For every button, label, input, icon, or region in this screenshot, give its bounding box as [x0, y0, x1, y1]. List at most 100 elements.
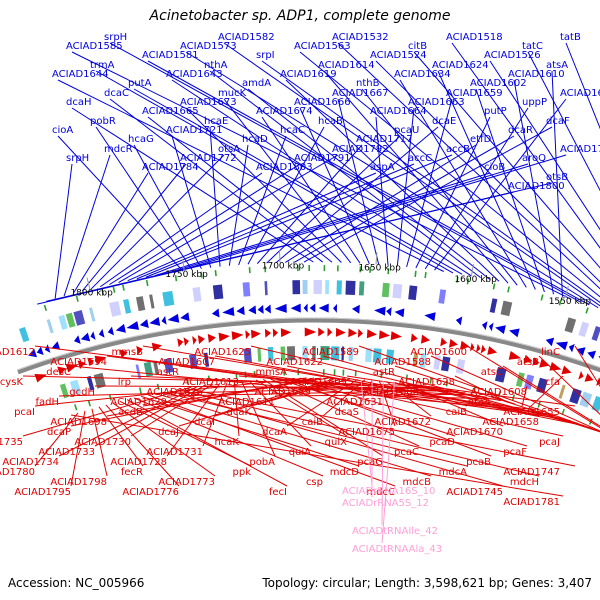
forward-gene-arrow	[248, 305, 257, 315]
label-connector	[173, 154, 567, 273]
forward-gene-label: ACIAD1674	[256, 106, 313, 117]
forward-gene-arrow	[73, 335, 81, 344]
label-connector	[502, 365, 600, 427]
reverse-gene-arrow	[578, 371, 584, 380]
reverse-marker	[445, 380, 449, 387]
forward-marker	[112, 286, 116, 293]
reverse-gene-arrow	[379, 330, 391, 340]
forward-gene-label: pobR	[90, 116, 116, 127]
reverse-gene-label: dcaJ	[158, 427, 179, 438]
reverse-gene-label: caiB	[446, 407, 467, 418]
reverse-gene-arrow	[34, 373, 48, 383]
forward-gene-arrow	[107, 326, 115, 336]
forward-cog-block	[242, 282, 251, 297]
reverse-cog-block	[433, 355, 441, 370]
reverse-gene-label: mdcC	[366, 487, 395, 498]
genome-backbone	[17, 317, 600, 375]
reverse-gene-label: ACIAD1731	[146, 447, 203, 458]
reverse-gene-label: ACIAD1622	[266, 357, 323, 368]
forward-gene-label: nthA	[204, 60, 228, 71]
label-connector	[72, 172, 149, 294]
reverse-gene-label: ACIAD1781	[503, 497, 560, 508]
label-connector	[22, 375, 423, 387]
forward-gene-arrow	[333, 303, 338, 313]
forward-gene-label: ACIAD1748	[560, 144, 600, 155]
reverse-cog-block	[419, 353, 427, 368]
reverse-gene-label: pcaB	[466, 457, 491, 468]
forward-gene-arrow	[115, 323, 126, 333]
forward-gene-label: ACIAD1619	[280, 69, 337, 80]
forward-gene-label: ACIAD1563	[294, 41, 351, 52]
reverse-gene-arrow	[87, 357, 94, 367]
forward-gene-label: srpI	[256, 50, 275, 61]
forward-gene-label: putA	[128, 78, 152, 89]
reverse-gene-arrow	[245, 330, 251, 340]
rna-gene-label: ACIADrRNA16S_10	[342, 486, 435, 497]
label-connector	[98, 406, 144, 467]
reverse-gene-arrow	[280, 328, 292, 338]
label-connector	[57, 135, 184, 272]
label-connector	[361, 88, 518, 286]
forward-cog-block	[46, 319, 54, 334]
forward-cog-block	[162, 290, 175, 307]
label-connector	[247, 88, 491, 280]
forward-gene-label: hcaG	[128, 134, 154, 145]
reverse-gene-label: fecR	[121, 467, 143, 478]
reverse-gene-arrow	[366, 329, 377, 339]
label-connector	[266, 135, 401, 264]
forward-cog-block	[578, 321, 590, 338]
reverse-gene-label: mdcA	[439, 467, 468, 478]
forward-gene-label: ACIAD1673	[180, 97, 237, 108]
reverse-gene-label: linC	[541, 347, 560, 358]
reverse-marker	[405, 374, 408, 381]
forward-gene-arrow	[309, 303, 316, 313]
forward-cog-block	[89, 307, 96, 322]
label-connector	[241, 380, 276, 457]
forward-gene-label: ACIAD1659	[446, 88, 503, 99]
forward-cog-block	[564, 317, 577, 334]
forward-gene-arrow	[495, 325, 506, 334]
reverse-gene-label: ACIAD1733	[38, 447, 95, 458]
forward-gene-arrow	[126, 321, 140, 330]
reverse-gene-label: hcaK	[214, 437, 239, 448]
label-connector	[90, 154, 225, 290]
forward-gene-label: accB	[446, 144, 470, 155]
forward-gene-label: putP	[484, 106, 507, 117]
forward-cog-block	[438, 289, 447, 304]
reverse-gene-label: ACIAD1728	[110, 457, 167, 468]
label-connector	[141, 395, 360, 467]
forward-gene-label: atsA	[546, 60, 568, 71]
forward-gene-label: ACIAD1784	[142, 162, 199, 173]
reverse-gene-label: ACIAD1631	[326, 397, 383, 408]
forward-gene-arrow	[257, 304, 264, 314]
label-connector	[178, 377, 336, 427]
forward-cog-block	[313, 280, 322, 295]
reverse-gene-arrow	[250, 329, 261, 339]
rna-gene-label: ACIADtRNAIle_42	[352, 526, 438, 537]
topology-text: Topology: circular; Length: 3,598,621 bp…	[262, 576, 592, 590]
reverse-gene-label: ACIAD1672	[374, 417, 431, 428]
label-connector	[148, 394, 396, 487]
reverse-gene-arrow	[523, 354, 533, 364]
genome-backbone-highlight	[17, 317, 600, 371]
reverse-gene-label: dcaK	[226, 407, 251, 418]
forward-gene-arrow	[149, 317, 161, 326]
forward-marker	[214, 270, 217, 277]
forward-gene-label: ACIAD1624	[432, 60, 489, 71]
reverse-gene-label: cysK	[0, 377, 23, 388]
label-connector	[430, 355, 600, 432]
reverse-gene-label: dcaP	[47, 427, 71, 438]
label-connector	[185, 107, 342, 263]
forward-gene-arrow	[555, 341, 568, 351]
forward-cog-block	[192, 287, 202, 302]
label-connector	[109, 163, 301, 286]
reverse-cog-block	[412, 352, 419, 367]
forward-marker	[507, 286, 510, 293]
forward-cog-block	[264, 281, 268, 296]
label-connector	[521, 385, 528, 407]
rna-gene-label: ACIADtRNAAla_43	[352, 544, 442, 555]
forward-gene-label: ACIAD1518	[446, 32, 503, 43]
tick-label: 1650 kbp	[358, 263, 401, 273]
